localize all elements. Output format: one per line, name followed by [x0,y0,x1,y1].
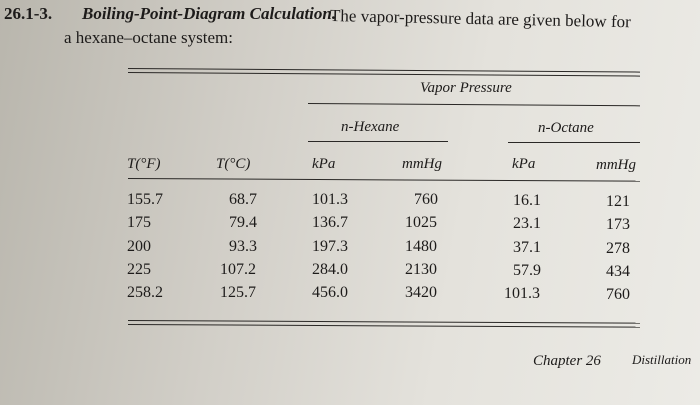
header-bottom-rule [127,178,640,183]
table-cell: 57.9 [513,262,541,279]
table-cell: 1480 [405,238,437,255]
problem-title: Boiling-Point-Diagram Calculation. [82,4,337,23]
table-cell: 101.3 [312,191,348,208]
table-cell: 93.3 [229,238,257,255]
table-cell: 258.2 [127,284,163,301]
table-cell: 278 [606,240,630,257]
table-cell: 68.7 [229,191,257,208]
table-cell: 760 [606,286,630,303]
hexane-rule [308,141,448,143]
group-header-rule [307,103,640,107]
table-cell: 200 [127,238,151,255]
table-cell: 1025 [405,214,437,231]
table-cell: 760 [414,191,438,208]
table-top-rule-2 [127,72,640,77]
table-cell: 456.0 [312,284,348,301]
table-cell: 175 [127,214,151,231]
table-bottom-rule-2 [127,324,640,329]
problem-number: 26.1-3. [4,4,53,23]
table-cell: 3420 [405,284,437,301]
col-header-octane-mmhg: mmHg [596,157,636,173]
col-header-tf: T(°F) [127,156,161,172]
subheader-octane: n-Octane [538,120,594,136]
table-cell: 155.7 [127,191,163,208]
table-cell: 125.7 [220,284,256,301]
table-cell: 136.7 [312,214,348,231]
problem-text-line2: a hexane–octane system: [64,28,233,47]
table-cell: 197.3 [312,238,348,255]
subheader-hexane: n-Hexane [341,119,400,135]
table-cell: 23.1 [513,215,541,232]
footer-chapter: Chapter 26 [533,353,601,369]
table-cell: 225 [127,261,151,278]
col-header-octane-kpa: kPa [512,156,536,172]
col-header-hexane-mmhg: mmHg [402,156,442,172]
table-cell: 101.3 [504,285,540,302]
group-header: Vapor Pressure [420,80,512,96]
table-cell: 173 [606,216,630,233]
table-cell: 434 [606,263,630,280]
table-cell: 79.4 [229,214,257,231]
table-cell: 121 [606,193,630,210]
table-cell: 107.2 [220,261,256,278]
col-header-tc: T(°C) [216,156,251,172]
table-cell: 16.1 [513,192,541,209]
table-cell: 37.1 [513,239,541,256]
footer-section: Distillation [632,352,692,367]
octane-rule [508,142,640,144]
col-header-hexane-kpa: kPa [312,156,336,172]
table-cell: 2130 [405,261,437,278]
table-cell: 284.0 [312,261,348,278]
